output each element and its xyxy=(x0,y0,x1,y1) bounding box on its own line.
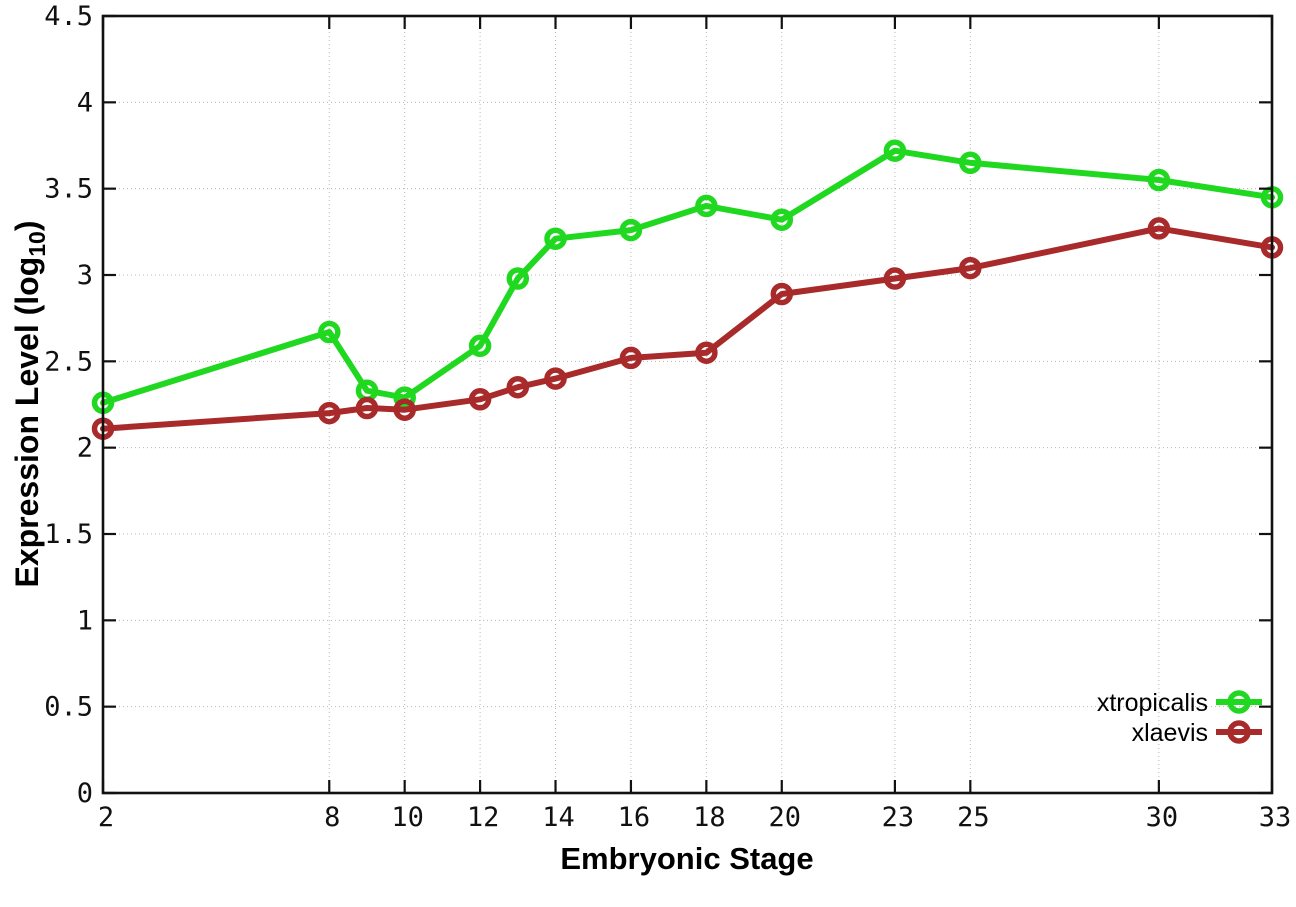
y-axis-title-main: Expression Level (log xyxy=(9,257,45,588)
x-tick-label: 8 xyxy=(324,802,340,833)
x-tick-label: 12 xyxy=(467,802,500,833)
data-point-marker xyxy=(619,346,643,370)
data-point-marker xyxy=(1147,168,1171,192)
y-axis-title-subscript: 10 xyxy=(24,231,50,257)
tick-label-layer: 2 8 10 12 14 16 18 20 23 25 30 33 0 0.5 1 1.5 2 2.5 3 3.5 4 4… xyxy=(44,1,1291,833)
data-point-marker xyxy=(318,401,341,425)
y-tick-label: 1.5 xyxy=(44,519,93,550)
y-tick-label: 4.5 xyxy=(44,1,93,32)
y-tick-label: 4 xyxy=(77,87,93,118)
data-point-marker xyxy=(468,334,492,358)
data-point-marker xyxy=(883,267,907,290)
data-point-marker xyxy=(770,282,794,306)
legend-label-xtropicalis: xtropicalis xyxy=(1097,689,1208,717)
data-point-marker xyxy=(695,341,718,364)
plot-border xyxy=(101,14,1274,795)
tick-layer xyxy=(101,14,1274,795)
x-axis-title: Embryonic Stage xyxy=(560,841,813,876)
data-point-marker xyxy=(544,227,567,250)
y-tick-label: 3.5 xyxy=(44,174,93,205)
data-point-marker xyxy=(544,367,567,390)
legend-sample-marker-xtropicalis xyxy=(1227,690,1251,714)
data-point-marker xyxy=(883,139,907,162)
series-layer xyxy=(91,139,1284,440)
x-tick-label: 18 xyxy=(693,802,726,833)
x-tick-label: 10 xyxy=(391,802,424,833)
data-point-marker xyxy=(770,208,794,231)
data-point-marker xyxy=(619,218,643,242)
y-axis-title-suffix: ) xyxy=(9,220,45,231)
legend-sample-marker-xlaevis xyxy=(1227,720,1251,744)
data-point-marker xyxy=(695,194,718,218)
x-tick-label: 14 xyxy=(542,802,575,833)
data-point-marker xyxy=(355,396,379,420)
data-point-marker xyxy=(318,320,341,344)
data-point-marker xyxy=(959,151,982,175)
y-tick-label: 0 xyxy=(77,778,93,809)
x-tick-label: 23 xyxy=(882,802,915,833)
series-xlaevis xyxy=(91,217,1284,440)
legend-item-xtropicalis: xtropicalis xyxy=(1097,689,1262,717)
x-tick-label: 33 xyxy=(1259,802,1292,833)
data-point-marker xyxy=(506,267,530,290)
data-point-marker xyxy=(468,388,492,411)
data-point-marker xyxy=(959,256,982,280)
y-tick-label: 3 xyxy=(77,260,93,291)
legend: xtropicalis xlaevis xyxy=(1097,689,1262,747)
x-tick-label: 2 xyxy=(98,802,114,833)
series-line-xlaevis xyxy=(100,225,1275,432)
data-point-marker xyxy=(1147,217,1171,240)
data-point-marker xyxy=(506,375,530,399)
y-tick-label: 0.5 xyxy=(44,692,93,723)
legend-label-xlaevis: xlaevis xyxy=(1132,719,1208,747)
data-point-marker xyxy=(393,386,416,409)
series-xtropicalis xyxy=(91,139,1284,415)
y-tick-label: 2 xyxy=(77,433,93,464)
x-tick-label: 16 xyxy=(618,802,651,833)
y-tick-label: 1 xyxy=(77,605,93,636)
grid-layer xyxy=(102,15,1273,794)
y-tick-label: 2.5 xyxy=(44,346,93,377)
x-tick-label: 30 xyxy=(1146,802,1179,833)
x-tick-label: 25 xyxy=(957,802,990,833)
legend-item-xlaevis: xlaevis xyxy=(1132,719,1262,747)
x-tick-label: 20 xyxy=(769,802,802,833)
y-axis-title: Expression Level (log10) xyxy=(9,220,50,587)
data-point-marker xyxy=(393,398,416,421)
